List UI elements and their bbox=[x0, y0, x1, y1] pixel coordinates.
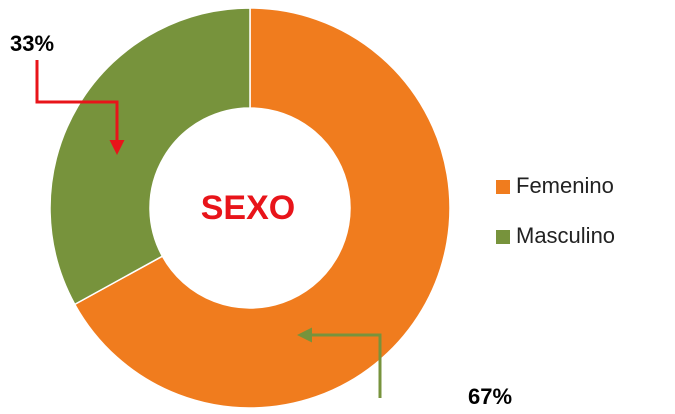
data-label: 67% bbox=[468, 384, 512, 409]
slice bbox=[49, 7, 251, 306]
data-label: 33% bbox=[10, 31, 54, 56]
legend-label: Masculino bbox=[516, 223, 615, 248]
legend-swatch bbox=[496, 230, 510, 244]
legend-label: Femenino bbox=[516, 173, 614, 198]
arrow bbox=[297, 327, 382, 398]
donut bbox=[49, 7, 451, 409]
chart-title: SEXO bbox=[201, 189, 295, 227]
slice bbox=[73, 7, 451, 409]
legend: Femenino Masculino bbox=[496, 173, 615, 248]
arrow bbox=[35, 60, 125, 155]
legend-swatch bbox=[496, 180, 510, 194]
